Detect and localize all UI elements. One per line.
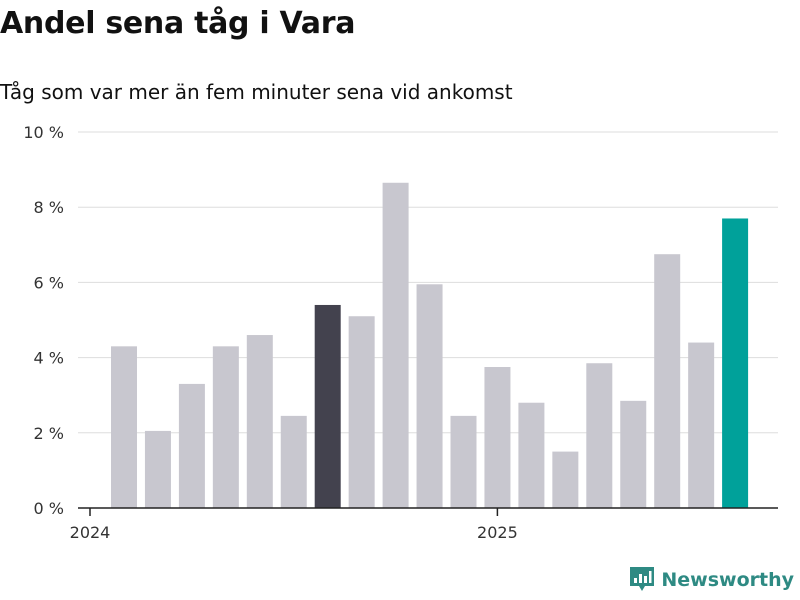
- bar: [178, 383, 205, 508]
- bar: [382, 182, 409, 508]
- x-axis-ticks: 2024 2025: [70, 508, 518, 542]
- bar: [688, 342, 715, 508]
- bar: [484, 367, 511, 508]
- y-tick-label: 4 %: [34, 349, 64, 368]
- bar: [416, 284, 443, 508]
- bar: [654, 254, 681, 508]
- bars: [111, 182, 749, 509]
- bar: [552, 451, 579, 508]
- bar: [246, 335, 273, 508]
- bar: [144, 430, 171, 508]
- bar: [212, 346, 239, 508]
- y-tick-label: 8 %: [34, 198, 64, 217]
- x-tick-label: 2024: [70, 523, 111, 542]
- bar: [620, 400, 647, 508]
- bar: [348, 316, 375, 508]
- bar: [722, 218, 749, 509]
- y-tick-label: 0 %: [34, 499, 64, 518]
- brand: Newsworthy: [629, 566, 794, 594]
- bar: [111, 346, 137, 508]
- bar: [586, 363, 613, 508]
- bar: [280, 415, 307, 508]
- bar: [518, 402, 545, 508]
- y-axis-tick-labels: 0 % 2 % 4 % 6 % 8 % 10 %: [23, 123, 64, 518]
- bar: [450, 415, 477, 508]
- brand-name: Newsworthy: [661, 569, 794, 591]
- y-tick-label: 6 %: [34, 273, 64, 292]
- y-tick-label: 10 %: [23, 123, 64, 142]
- chart-subtitle: Tåg som var mer än fem minuter sena vid …: [0, 80, 513, 104]
- newsworthy-logo-icon: [630, 567, 655, 591]
- x-tick-label: 2025: [477, 523, 518, 542]
- bar: [314, 304, 341, 508]
- chart-title: Andel sena tåg i Vara: [0, 6, 356, 41]
- y-tick-label: 2 %: [34, 424, 64, 443]
